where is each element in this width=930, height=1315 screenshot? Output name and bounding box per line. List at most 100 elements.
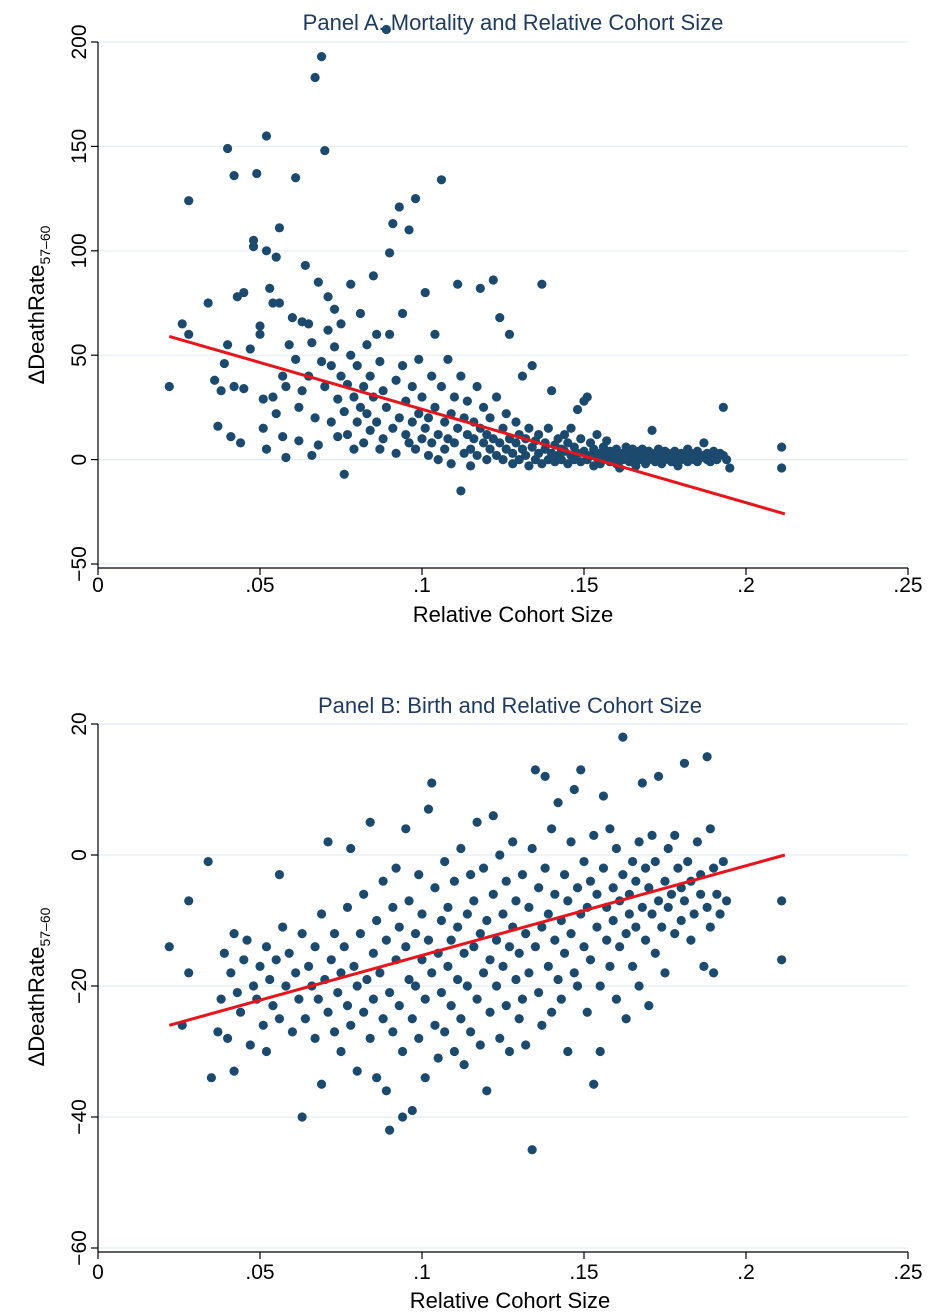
data-point [359, 438, 369, 448]
data-point [521, 929, 531, 939]
data-point [184, 896, 194, 906]
data-point [239, 287, 249, 298]
data-point [336, 319, 346, 329]
data-point [213, 421, 223, 431]
data-point [258, 394, 268, 404]
data-point [164, 381, 174, 392]
data-point [248, 235, 259, 245]
data-point [530, 765, 541, 775]
data-point [391, 448, 401, 458]
data-point [702, 752, 712, 762]
data-point [462, 981, 472, 991]
data-point [313, 994, 323, 1004]
data-point [342, 1001, 353, 1011]
data-point [417, 392, 427, 402]
data-point [640, 863, 651, 873]
data-point [401, 429, 411, 440]
data-point [258, 1020, 268, 1030]
data-point [378, 876, 388, 886]
data-point [381, 935, 391, 945]
data-point [563, 1046, 573, 1057]
y-tick-label: −50 [68, 546, 91, 582]
data-point [407, 1105, 417, 1116]
data-point [527, 1145, 537, 1155]
y-tick-label: 150 [68, 129, 91, 164]
data-point [313, 277, 323, 287]
y-tick-label: 100 [68, 233, 91, 268]
data-point [605, 824, 615, 834]
data-point [323, 292, 333, 302]
x-tick-label: .05 [245, 574, 274, 597]
y-tick-label: 0 [68, 454, 91, 466]
data-point [268, 298, 278, 308]
data-point [304, 319, 314, 329]
data-point [316, 1079, 327, 1089]
data-point [537, 279, 547, 289]
data-point [637, 778, 647, 788]
data-point [365, 371, 375, 381]
data-point [433, 455, 443, 465]
data-point [511, 438, 521, 448]
data-point [777, 442, 787, 452]
data-point [307, 450, 317, 461]
data-point [475, 1040, 485, 1050]
data-point [524, 968, 534, 978]
data-point [478, 863, 489, 873]
data-point [232, 987, 242, 998]
data-point [184, 329, 194, 339]
data-point [339, 406, 349, 417]
data-point [553, 974, 563, 985]
data-point [216, 994, 226, 1004]
data-point [692, 837, 703, 847]
data-point [495, 1033, 505, 1043]
panel-a-x-label: Relative Cohort Size [413, 602, 614, 627]
data-point [291, 173, 301, 183]
data-point [705, 922, 715, 932]
data-point [235, 1007, 246, 1017]
data-point [504, 1046, 515, 1057]
data-point [511, 974, 521, 985]
data-point [381, 1086, 391, 1096]
data-point [329, 342, 340, 352]
data-point [576, 765, 586, 775]
data-point [501, 876, 511, 886]
data-point [287, 313, 297, 323]
data-point [777, 463, 787, 473]
data-point [229, 1066, 239, 1076]
data-point [271, 409, 281, 419]
data-point [404, 438, 414, 448]
data-point [436, 915, 447, 926]
data-point [663, 902, 673, 913]
data-point [423, 935, 434, 945]
data-point [508, 837, 518, 847]
data-point [326, 955, 336, 965]
data-point [488, 811, 498, 821]
data-point [346, 1020, 356, 1030]
data-point [608, 915, 618, 926]
data-point [427, 968, 437, 978]
data-point [281, 452, 291, 463]
data-point [291, 968, 301, 978]
data-point [378, 1014, 388, 1024]
data-point [219, 358, 229, 369]
data-point [498, 455, 508, 465]
panel-a-title: Panel A: Mortality and Relative Cohort S… [303, 10, 724, 35]
data-point [498, 961, 508, 971]
panel-b-fit-line [168, 853, 786, 1027]
data-point [362, 409, 372, 419]
y-tick-label: 0 [68, 849, 91, 861]
data-point [423, 413, 434, 423]
panel-b-gridlines [98, 723, 908, 1249]
data-point [420, 423, 430, 433]
data-point [504, 329, 515, 339]
data-point [414, 870, 424, 880]
data-point [511, 417, 521, 427]
panel-a-x-ticks: 0 .05 .1 .15 .2 .25 [92, 568, 923, 597]
data-point [349, 444, 359, 454]
panel-b-y-label-main: ΔDeathRate [24, 947, 49, 1067]
data-point [621, 929, 631, 939]
data-point [592, 889, 602, 899]
data-point [274, 1014, 285, 1024]
data-point [255, 321, 265, 331]
